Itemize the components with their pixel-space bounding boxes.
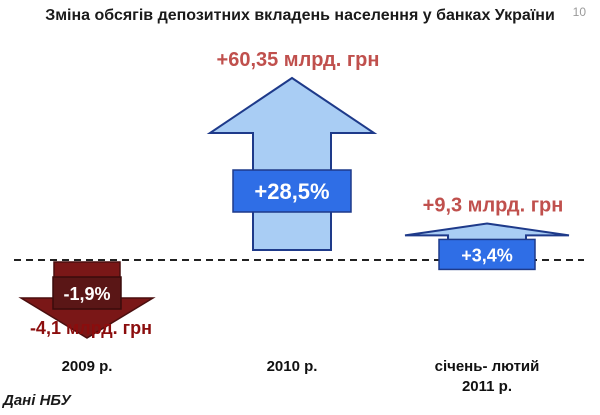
percent-change-label-2: +28,5% bbox=[254, 179, 329, 204]
value-label-1: -4,1 млрд. грн bbox=[30, 318, 152, 338]
category-label-2: 2010 р. bbox=[267, 358, 318, 375]
percent-change-box-2 bbox=[232, 169, 352, 213]
percent-change-label-3: +3,4% bbox=[461, 245, 513, 265]
up-arrow-bar-2 bbox=[206, 76, 378, 251]
source-note: Дані НБУ bbox=[3, 392, 71, 409]
page-number: 10 bbox=[572, 5, 586, 19]
percent-change-box-3 bbox=[438, 238, 536, 271]
category-label-3-line-1: січень- лютий bbox=[435, 358, 540, 375]
percent-change-label-1: -1,9% bbox=[63, 284, 110, 304]
value-label-2: +60,35 млрд. грн bbox=[217, 49, 380, 71]
percent-change-box-1 bbox=[52, 276, 122, 310]
page-title: Зміна обсягів депозитних вкладень населе… bbox=[45, 7, 555, 24]
category-label-1: 2009 р. bbox=[62, 358, 113, 375]
value-label-3: +9,3 млрд. грн bbox=[423, 194, 564, 216]
category-label-3-line-2: 2011 р. bbox=[462, 378, 512, 395]
